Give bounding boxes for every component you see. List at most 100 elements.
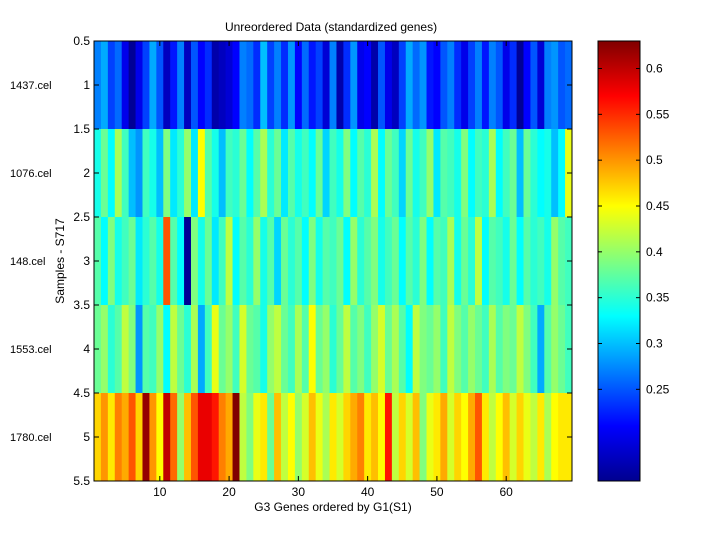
heatmap-cell <box>135 305 143 393</box>
heatmap-cell <box>121 41 130 129</box>
heatmap-cell <box>107 129 116 217</box>
heatmap-cell <box>239 217 247 305</box>
heatmap-cell <box>384 129 393 217</box>
heatmap-cell <box>170 129 178 217</box>
y-tick-label: 2.5 <box>73 210 90 224</box>
heatmap-cell <box>488 217 497 305</box>
heatmap-cell <box>107 393 116 481</box>
heatmap-cell <box>516 129 524 217</box>
heatmap-cell <box>412 129 420 217</box>
heatmap-cell <box>197 41 206 129</box>
heatmap-cell <box>391 217 400 305</box>
heatmap-cell <box>322 129 330 217</box>
heatmap-cell <box>308 129 317 217</box>
heatmap-cell <box>371 217 379 305</box>
heatmap-cell <box>177 41 185 129</box>
colorbar-tick-label: 0.4 <box>646 245 663 259</box>
heatmap-cell <box>364 393 372 481</box>
heatmap-cell <box>322 305 330 393</box>
colorbar-tick-label: 0.35 <box>646 291 670 305</box>
heatmap-cell <box>461 217 469 305</box>
heatmap-cell <box>343 41 351 129</box>
heatmap-cell <box>461 305 469 393</box>
heatmap-cell <box>114 41 123 129</box>
heatmap-cell <box>516 393 524 481</box>
heatmap-cell <box>440 41 448 129</box>
heatmap-cell <box>544 129 552 217</box>
heatmap-cell <box>343 305 351 393</box>
heatmap-cell <box>537 305 545 393</box>
heatmap-cell <box>350 217 358 305</box>
heatmap-cell <box>502 393 511 481</box>
heatmap-cell <box>232 129 240 217</box>
heatmap-cell <box>412 217 420 305</box>
heatmap-cell <box>204 217 213 305</box>
heatmap-cell <box>405 217 414 305</box>
heatmap-cell <box>419 305 427 393</box>
heatmap-cell <box>398 305 407 393</box>
heatmap-cell <box>405 393 414 481</box>
heatmap-cell <box>128 41 136 129</box>
heatmap-cell <box>287 305 296 393</box>
heatmap-cell <box>114 393 123 481</box>
heatmap-cell <box>343 393 351 481</box>
heatmap-cell <box>440 129 448 217</box>
colorbar-tick-label: 0.3 <box>646 337 663 351</box>
heatmap-cell <box>281 305 289 393</box>
y-axis-label: Samples - S717 <box>53 218 67 304</box>
heatmap-cell <box>190 305 199 393</box>
heatmap-cell <box>537 217 545 305</box>
heatmap-cell <box>495 305 504 393</box>
heatmap-cell <box>343 217 351 305</box>
heatmap-cell <box>184 129 192 217</box>
heatmap-cell <box>225 129 233 217</box>
heatmap-cell <box>149 305 157 393</box>
heatmap-cell <box>433 305 441 393</box>
heatmap-cell <box>156 393 164 481</box>
heatmap-cell <box>170 305 178 393</box>
heatmap-cell <box>100 305 109 393</box>
heatmap-cell <box>426 129 434 217</box>
heatmap-cell <box>461 129 469 217</box>
heatmap-cell <box>398 217 407 305</box>
heatmap-cell <box>246 305 254 393</box>
heatmap-cell <box>294 217 303 305</box>
heatmap-cell <box>475 393 483 481</box>
heatmap-cell <box>488 41 497 129</box>
heatmap-cell <box>274 393 282 481</box>
heatmap-cell <box>149 41 157 129</box>
heatmap-cell <box>253 129 261 217</box>
heatmap-cell <box>149 393 157 481</box>
heatmap-cell <box>274 129 282 217</box>
heatmap-cell <box>128 129 136 217</box>
heatmap-cell <box>364 129 372 217</box>
heatmap-cell <box>384 41 393 129</box>
heatmap-cell <box>218 41 227 129</box>
heatmap-cell <box>315 305 324 393</box>
heatmap-cell <box>558 41 566 129</box>
x-tick-label: 50 <box>430 485 444 499</box>
heatmap-cell <box>225 217 233 305</box>
colorbar-tick-label: 0.25 <box>646 382 670 396</box>
heatmap-cell <box>114 217 123 305</box>
heatmap-cell <box>502 305 511 393</box>
heatmap-cell <box>232 305 240 393</box>
heatmap-cell <box>197 305 206 393</box>
heatmap-cell <box>461 41 469 129</box>
heatmap-cell <box>530 41 538 129</box>
heatmap-cell <box>170 41 178 129</box>
heatmap-cell <box>211 129 220 217</box>
heatmap-cell <box>301 129 310 217</box>
heatmap-cell <box>412 305 420 393</box>
heatmap-cell <box>267 305 275 393</box>
heatmap-cell <box>419 217 427 305</box>
heatmap-cell <box>260 129 268 217</box>
heatmap-cell <box>371 129 379 217</box>
heatmap-cell <box>398 129 407 217</box>
x-tick-label: 40 <box>361 485 375 499</box>
heatmap-cell <box>121 129 130 217</box>
heatmap-cell <box>149 217 157 305</box>
heatmap-cell <box>281 129 289 217</box>
heatmap-cell <box>100 217 109 305</box>
